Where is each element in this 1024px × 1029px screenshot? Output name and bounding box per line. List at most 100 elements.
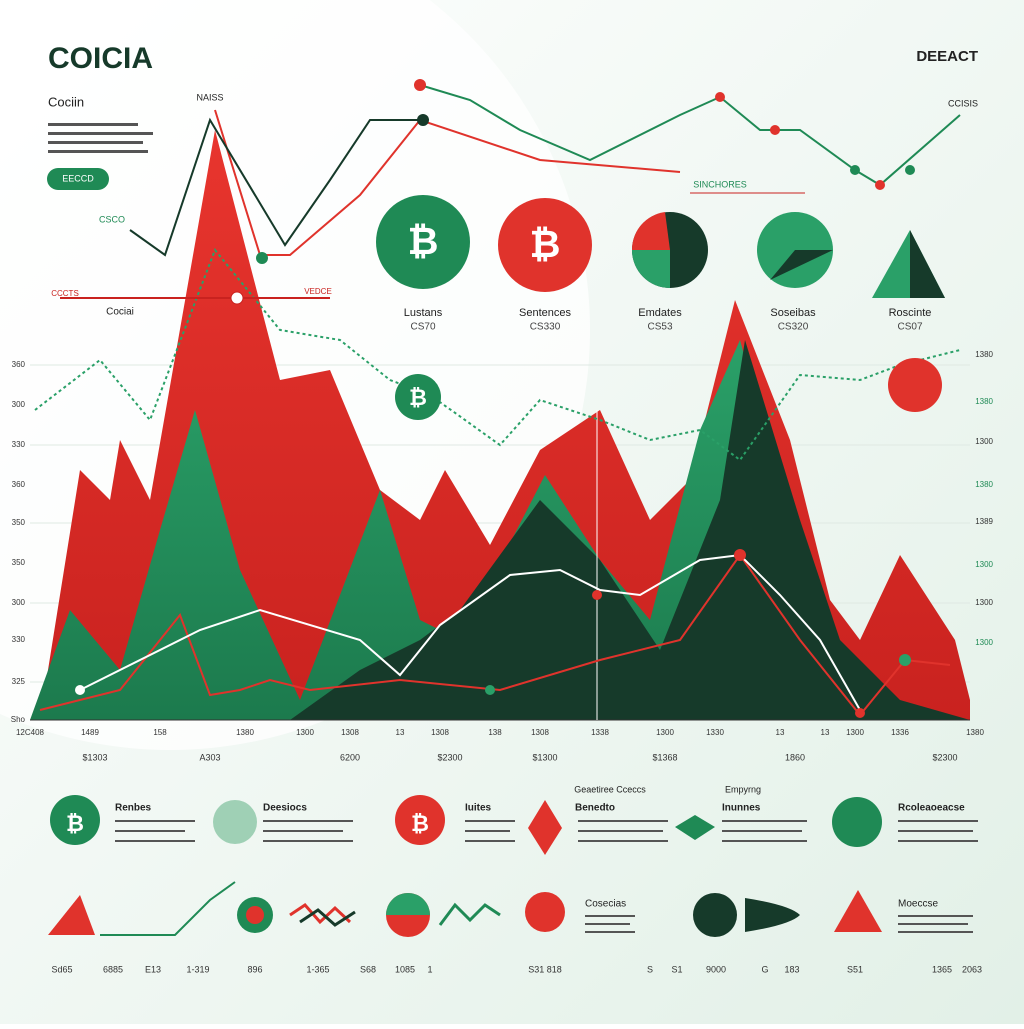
x-tick: 13 (821, 728, 830, 737)
bottom-number: S (647, 964, 653, 974)
bottom-number: S51 (847, 964, 863, 974)
text-placeholder-bars (48, 123, 978, 933)
icon-row (376, 195, 945, 420)
bottom-number: 1-365 (306, 964, 329, 974)
y-left-tick: 325 (12, 677, 26, 686)
x-tick: 1308 (531, 728, 549, 737)
coin-symbol: ₿ (66, 811, 84, 836)
left-marker: CCCTS (51, 289, 79, 298)
dark-mountains (290, 340, 970, 720)
bottom-number: 896 (247, 964, 262, 974)
feature-title: Renbes (115, 803, 152, 814)
x-tick: 1308 (431, 728, 449, 737)
top-right-label: CCISIS (948, 98, 978, 108)
x-value: 1860 (785, 752, 805, 762)
left-small: CSCO (99, 214, 125, 224)
left-label: Cociai (106, 307, 134, 318)
y-right-tick: 1300 (975, 437, 993, 446)
bottom-number: G (761, 964, 768, 974)
bottom-title: Cosecias (585, 899, 626, 910)
coin-symbol: ₿ (530, 224, 561, 266)
bottom-number: 2063 (962, 964, 982, 974)
x-value: 6200 (340, 752, 360, 762)
feature-header: Geaetiree Cceccs (574, 784, 646, 794)
icon-label: Soseibas (770, 307, 816, 319)
y-right-tick: 1300 (975, 638, 993, 647)
y-left-tick: 360 (12, 360, 26, 369)
dots (75, 79, 915, 718)
icon-label: Roscinte (889, 307, 932, 319)
feature-title: Deesiocs (263, 803, 307, 814)
x-tick: 158 (153, 728, 167, 737)
x-value: $1303 (82, 752, 107, 762)
y-left-tick: 350 (12, 558, 26, 567)
bottom-number: S68 (360, 964, 376, 974)
y-left-tick: 300 (12, 598, 26, 607)
x-tick: 1380 (236, 728, 254, 737)
bottom-number: 1-319 (186, 964, 209, 974)
x-tick: 1338 (591, 728, 609, 737)
feature-icons (48, 795, 882, 937)
y-left-tick: 300 (12, 400, 26, 409)
bottom-title: Moeccse (898, 899, 938, 910)
y-left-tick: Sho (11, 715, 26, 724)
badge: SINCHORES (693, 179, 747, 189)
x-value: $2300 (437, 752, 462, 762)
x-tick: 1380 (966, 728, 984, 737)
header-right: DEEACT (916, 48, 978, 65)
icon-label: Sentences (519, 307, 571, 319)
bottom-number: Sd65 (51, 964, 72, 974)
x-tick: 1489 (81, 728, 99, 737)
feature-title: Inunnes (722, 803, 761, 814)
x-tick: 12C408 (16, 728, 45, 737)
bottom-number: 6885 (103, 964, 123, 974)
x-value: $2300 (932, 752, 957, 762)
y-left-tick: 330 (12, 440, 26, 449)
x-tick: 138 (488, 728, 502, 737)
y-right-tick: 1380 (975, 480, 993, 489)
bottom-number: 183 (784, 964, 799, 974)
x-value: $1300 (532, 752, 557, 762)
icon-label: Lustans (404, 307, 443, 319)
y-left-tick: 350 (12, 518, 26, 527)
icon-value: CS320 (778, 322, 809, 333)
coin-symbol: ₿ (408, 221, 439, 263)
feature-title: Iuites (465, 803, 492, 814)
bottom-number: 1 (427, 964, 432, 974)
y-right-tick: 1380 (975, 397, 993, 406)
x-tick: 1300 (846, 728, 864, 737)
subtitle: Cociin (48, 94, 84, 109)
bottom-number: 9000 (706, 964, 726, 974)
button-label[interactable]: EECCD (62, 173, 94, 183)
bottom-number: E13 (145, 964, 161, 974)
x-tick: 1300 (296, 728, 314, 737)
icon-value: CS330 (530, 322, 561, 333)
y-left-tick: 360 (12, 480, 26, 489)
bottom-number: 1085 (395, 964, 415, 974)
feature-title: Benedto (575, 803, 615, 814)
x-tick: 1300 (656, 728, 674, 737)
y-right-tick: 1300 (975, 598, 993, 607)
y-right-tick: 1380 (975, 350, 993, 359)
icon-value: CS70 (410, 322, 435, 333)
y-left-tick: 330 (12, 635, 26, 644)
feature-title: Rcoleaoeacse (898, 803, 965, 814)
x-tick: 1336 (891, 728, 909, 737)
y-right-tick: 1300 (975, 560, 993, 569)
x-value: A303 (199, 752, 220, 762)
y-right-tick: 1389 (975, 517, 993, 526)
red-trend (39, 553, 951, 717)
feature-header: Empyrng (725, 784, 761, 794)
icon-value: CS07 (897, 322, 922, 333)
bottom-number: S1 (671, 964, 682, 974)
button[interactable] (47, 168, 109, 190)
bottom-number: S31 818 (528, 964, 562, 974)
peak-label: NAISS (196, 92, 223, 102)
top-dark-line (129, 117, 425, 257)
x-tick: 13 (396, 728, 405, 737)
white-trend (79, 553, 861, 711)
x-tick: 1308 (341, 728, 359, 737)
x-tick: 1330 (706, 728, 724, 737)
x-value: $1368 (652, 752, 677, 762)
